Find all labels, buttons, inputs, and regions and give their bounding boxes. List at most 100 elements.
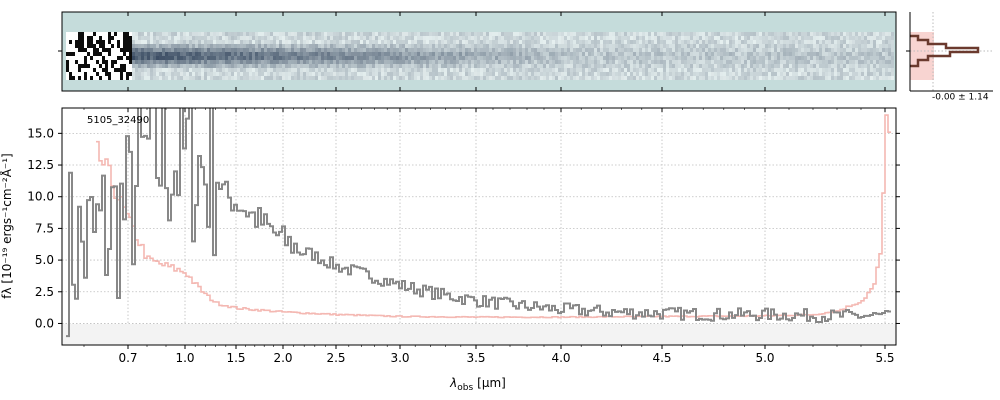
spectrum-2d-pixel [144, 56, 147, 60]
spectrum-2d-pixel [333, 40, 336, 44]
spectrum-2d-pixel [483, 52, 486, 56]
spectrum-2d-pixel [657, 52, 660, 56]
spectrum-2d-pixel [546, 52, 549, 56]
spectrum-2d-pixel [684, 64, 687, 68]
spectrum-2d-pixel [381, 60, 384, 64]
spectrum-2d-pixel [459, 36, 462, 40]
spectrum-2d-pixel [375, 32, 378, 36]
spectrum-2d-pixel [291, 36, 294, 40]
spectrum-2d-pixel [594, 32, 597, 36]
spectrum-2d-pixel [558, 76, 561, 80]
spectrum-2d-pixel [312, 72, 315, 76]
spectrum-2d-pixel [531, 36, 534, 40]
spectrum-2d-pixel [477, 60, 480, 64]
spectrum-2d-pixel [615, 44, 618, 48]
spectrum-2d-pixel [465, 60, 468, 64]
spectrum-2d-pixel [642, 56, 645, 60]
spectrum-2d-pixel [147, 56, 150, 60]
spectrum-2d-pixel [411, 36, 414, 40]
spectrum-2d-pixel [171, 72, 174, 76]
spectrum-2d-pixel [345, 72, 348, 76]
spectrum-2d-pixel [225, 48, 228, 52]
spectrum-2d-pixel [282, 72, 285, 76]
spectrum-2d-pixel [156, 36, 159, 40]
spectrum-2d-pixel [486, 72, 489, 76]
spectrum-2d-pixel [411, 76, 414, 80]
spectrum-2d-pixel [612, 32, 615, 36]
spectrum-2d-pixel [462, 36, 465, 40]
spectrum-2d-pixel [534, 56, 537, 60]
spectrum-2d-pixel [660, 68, 663, 72]
spectrum-2d-pixel [309, 44, 312, 48]
spectrum-2d-pixel [522, 56, 525, 60]
spectrum-2d-pixel [408, 44, 411, 48]
spectrum-2d-pixel [285, 44, 288, 48]
spectrum-2d-pixel [609, 64, 612, 68]
spectrum-2d-pixel [435, 48, 438, 52]
spectrum-2d-pixel [276, 76, 279, 80]
spectrum-2d-pixel [423, 44, 426, 48]
spectrum-2d-pixel [549, 56, 552, 60]
spectrum-2d-pixel [408, 48, 411, 52]
spectrum-2d-pixel [78, 72, 81, 76]
spectrum-2d-pixel [351, 72, 354, 76]
spectrum-2d-pixel [534, 48, 537, 52]
spectrum-2d-pixel [558, 72, 561, 76]
spectrum-2d-pixel [324, 48, 327, 52]
spectrum-2d-pixel [381, 48, 384, 52]
spectrum-2d-pixel [378, 60, 381, 64]
spectrum-2d-pixel [459, 72, 462, 76]
spectrum-2d-pixel [252, 64, 255, 68]
spectrum-2d-pixel [282, 44, 285, 48]
spectrum-2d-pixel [243, 56, 246, 60]
spectrum-2d-pixel [552, 68, 555, 72]
spectrum-2d-pixel [351, 40, 354, 44]
spectrum-2d-pixel [153, 76, 156, 80]
spectrum-2d-pixel [672, 60, 675, 64]
spectrum-2d-pixel [357, 56, 360, 60]
spectrum-2d-pixel [423, 36, 426, 40]
spectrum-2d-pixel [591, 48, 594, 52]
spectrum-2d-pixel [198, 32, 201, 36]
spectrum-2d-pixel [462, 40, 465, 44]
spectrum-2d-pixel [309, 36, 312, 40]
spectrum-2d-pixel [135, 64, 138, 68]
spectrum-2d-pixel [114, 64, 117, 68]
spectrum-2d-pixel [186, 48, 189, 52]
spectrum-2d-pixel [348, 60, 351, 64]
spectrum-2d-pixel [420, 32, 423, 36]
spectrum-2d-pixel [141, 72, 144, 76]
spectrum-2d-pixel [660, 76, 663, 80]
spectrum-2d-pixel [252, 36, 255, 40]
spectrum-2d-pixel [678, 36, 681, 40]
spectrum-2d-pixel [390, 52, 393, 56]
spectrum-2d-pixel [354, 72, 357, 76]
spectrum-2d-pixel [264, 52, 267, 56]
spectrum-2d-pixel [273, 68, 276, 72]
spectrum-2d-pixel [297, 68, 300, 72]
spectrum-2d-pixel [591, 76, 594, 80]
spectrum-2d-pixel [495, 52, 498, 56]
spectrum-2d-pixel [549, 44, 552, 48]
spectrum-2d-pixel [96, 60, 99, 64]
spectrum-2d-pixel [216, 56, 219, 60]
spectrum-2d-pixel [615, 52, 618, 56]
spectrum-2d-pixel [672, 48, 675, 52]
spectrum-2d-pixel [393, 72, 396, 76]
spectrum-2d-pixel [183, 76, 186, 80]
spectrum-2d-pixel [366, 76, 369, 80]
spectrum-2d-pixel [147, 60, 150, 64]
spectrum-2d-pixel [147, 32, 150, 36]
spectrum-2d-pixel [660, 56, 663, 60]
spectrum-2d-pixel [231, 56, 234, 60]
spectrum-2d-pixel [456, 60, 459, 64]
spectrum-2d-pixel [522, 76, 525, 80]
spectrum-2d-pixel [429, 40, 432, 44]
spectrum-2d-pixel [444, 56, 447, 60]
spectrum-2d-pixel [159, 48, 162, 52]
spectrum-2d-pixel [600, 68, 603, 72]
spectrum-2d-pixel [474, 44, 477, 48]
spectrum-2d-pixel [231, 68, 234, 72]
spectrum-2d-pixel [657, 72, 660, 76]
spectrum-2d-pixel [282, 76, 285, 80]
